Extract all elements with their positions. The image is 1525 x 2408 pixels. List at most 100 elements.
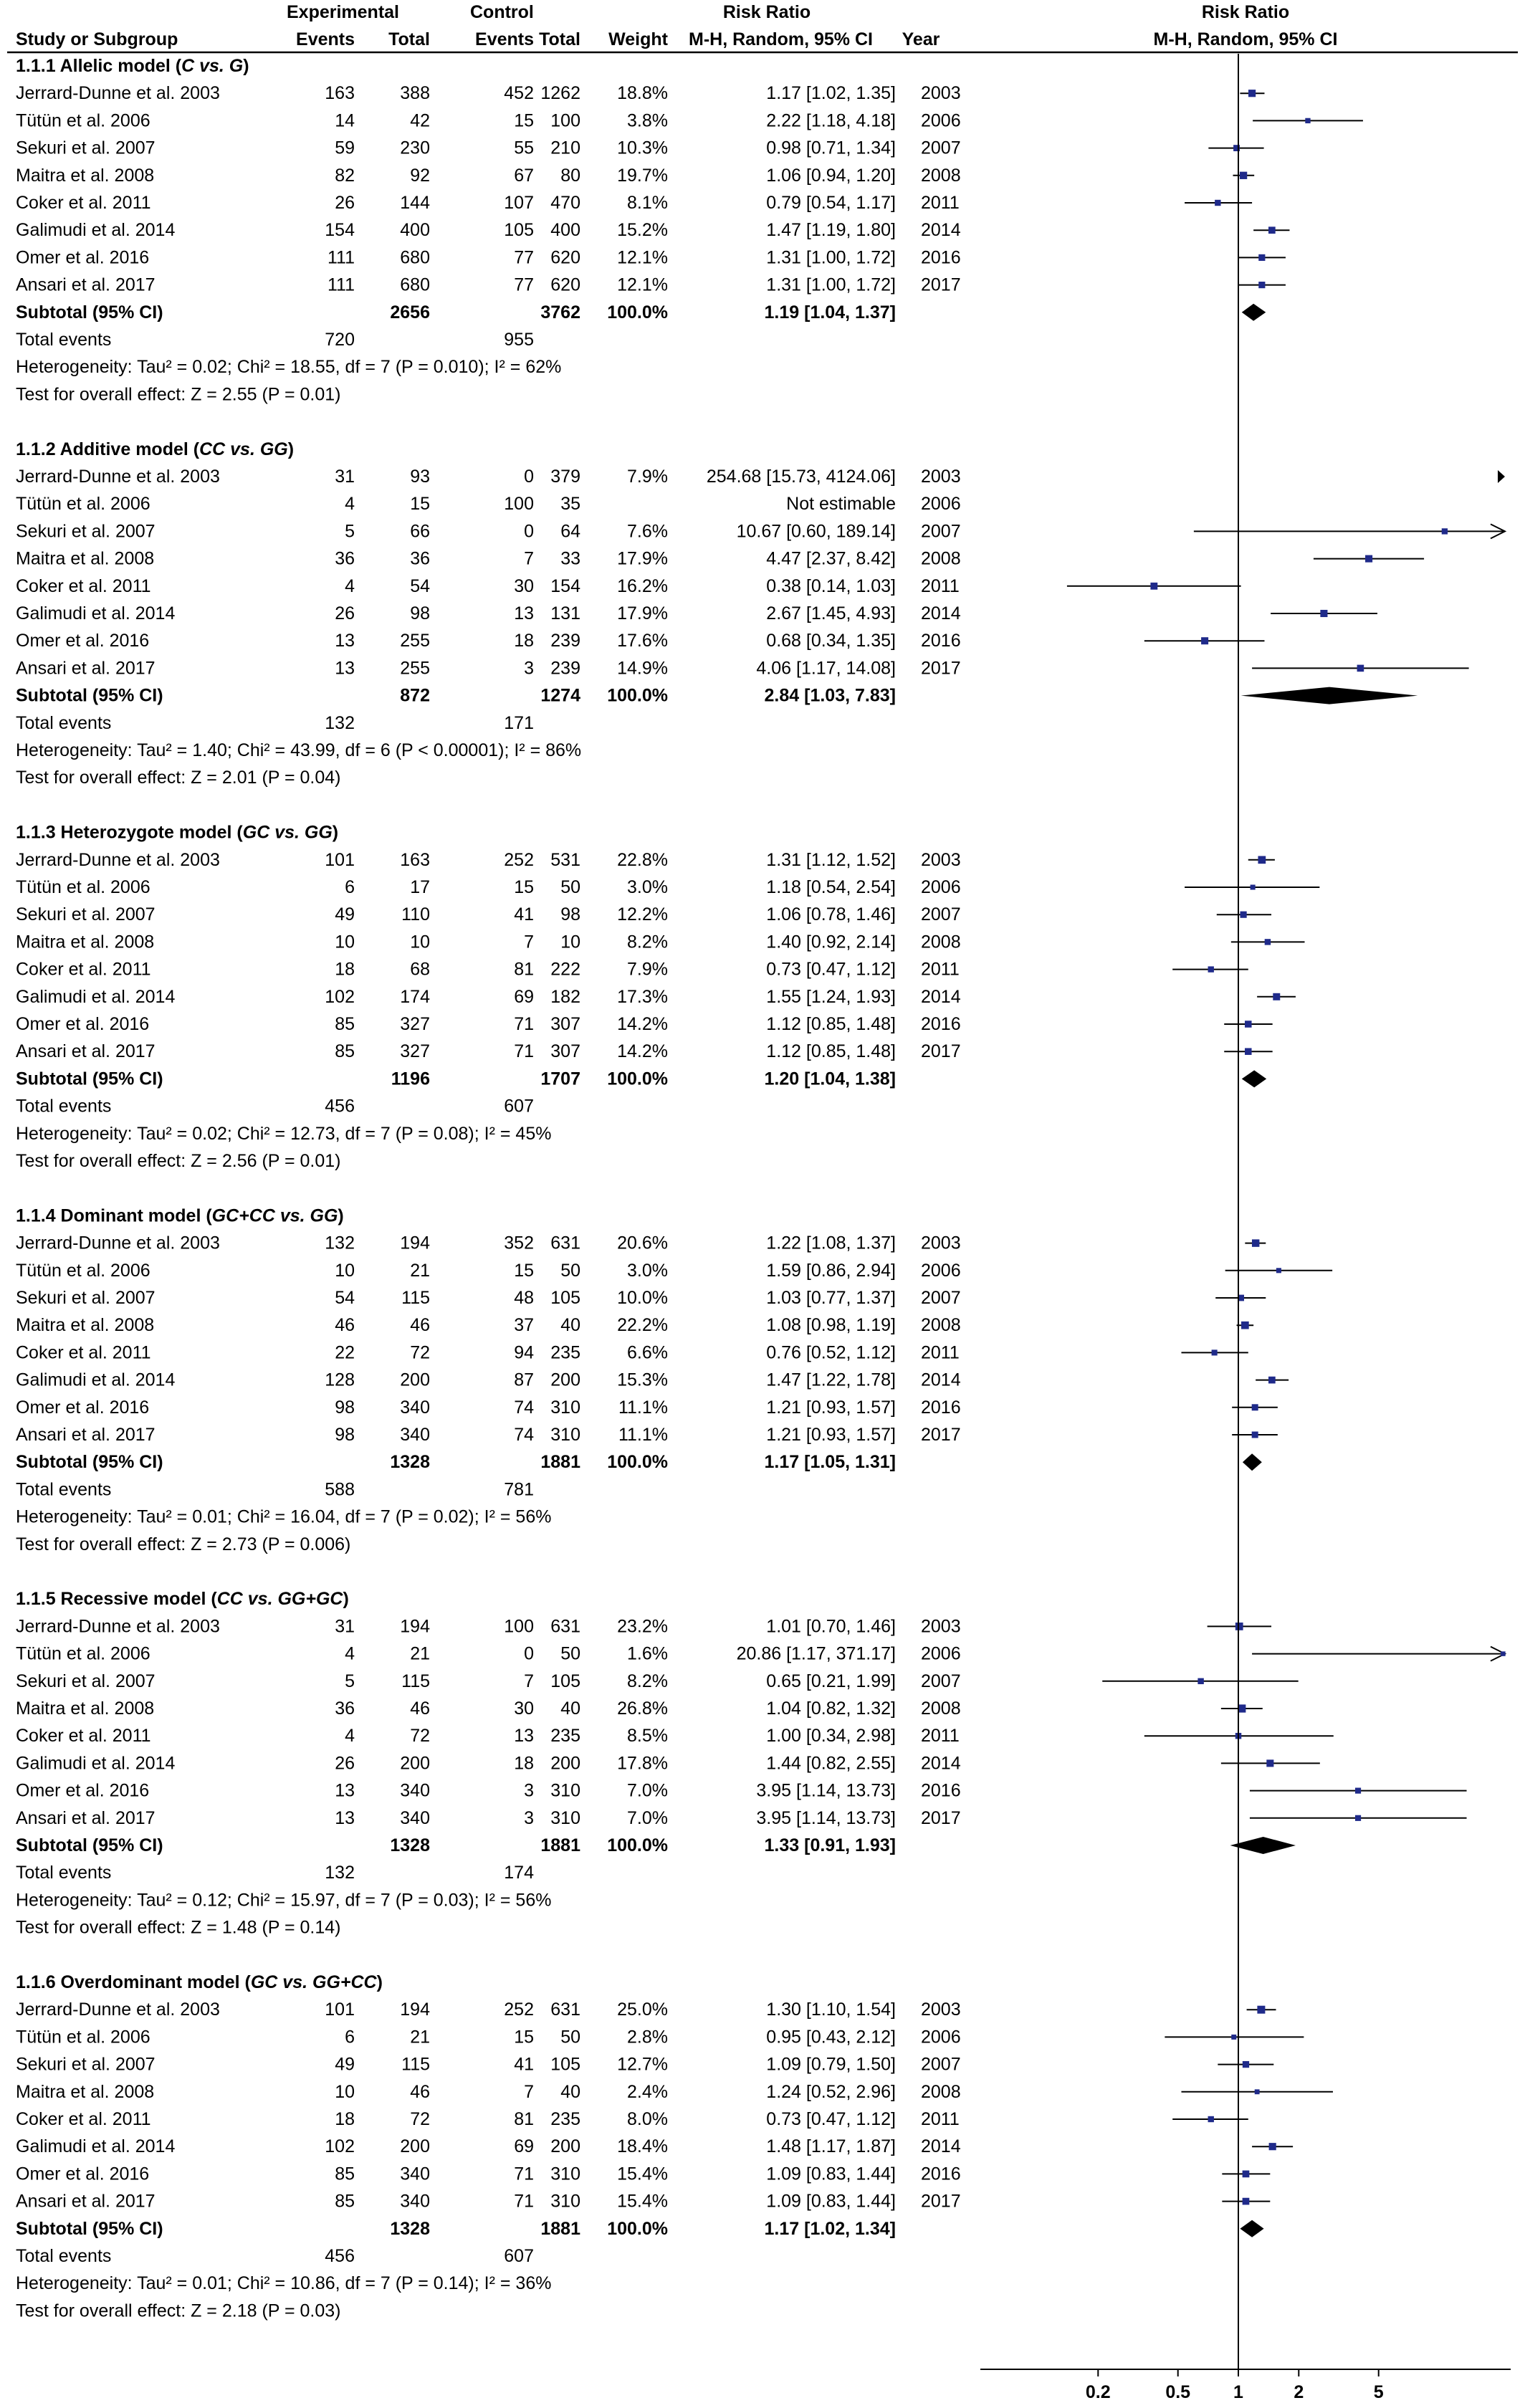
year: 2011 — [921, 960, 960, 980]
exp-events: 4 — [345, 1726, 355, 1746]
subgroup-title: 1.1.5 Recessive model (CC vs. GG+GC) — [16, 1589, 349, 1609]
study-row: Maitra et al. 2008 10 10 7 10 8.2% 1.40 [0.92,… — [16, 932, 961, 952]
subtotal-weight: 100.0% — [607, 686, 668, 706]
x-tick-label: 0.2 — [1086, 2382, 1111, 2402]
exp-total: 340 — [400, 1781, 430, 1801]
exp-events: 54 — [335, 1288, 355, 1308]
exp-events: 163 — [325, 83, 355, 103]
exp-total: 54 — [410, 576, 430, 596]
ctl-events: 74 — [514, 1398, 534, 1418]
study-name: Jerrard-Dunne et al. 2003 — [16, 2000, 220, 2020]
ci-mark — [1240, 90, 1265, 97]
point-estimate — [1258, 254, 1266, 261]
weight: 7.9% — [627, 960, 668, 980]
ctl-total: 105 — [550, 1671, 580, 1691]
ctl-events: 71 — [514, 2192, 534, 2212]
ctl-events: 81 — [514, 2109, 534, 2129]
year: 2016 — [921, 1398, 961, 1418]
ci-mark — [1181, 1349, 1248, 1356]
ctl-events: 87 — [514, 1370, 534, 1390]
weight: 18.8% — [617, 83, 668, 103]
ctl-total: 210 — [550, 138, 580, 158]
point-estimate — [1268, 2143, 1276, 2151]
subtotal-ctl-total: 1274 — [540, 686, 580, 706]
risk-ratio-ci: 1.40 [0.92, 2.14] — [766, 932, 896, 952]
weight: 22.2% — [617, 1315, 668, 1335]
year: 2016 — [921, 1014, 961, 1034]
risk-ratio-ci: 1.18 [0.54, 2.54] — [766, 877, 896, 897]
subtotal-row: Subtotal (95% CI) 1328 1881 100.0% 1.33 [0.9… — [16, 1835, 896, 1855]
heterogeneity-text: Heterogeneity: Tau² = 0.01; Chi² = 16.04… — [16, 1507, 551, 1527]
point-estimate — [1233, 145, 1240, 152]
weight: 17.9% — [617, 549, 668, 569]
weight: 17.3% — [617, 987, 668, 1007]
study-name: Sekuri et al. 2007 — [16, 904, 156, 924]
subgroup-model-name: C vs. G — [181, 56, 243, 76]
weight: 15.4% — [617, 2192, 668, 2212]
ctl-events: 71 — [514, 2164, 534, 2184]
subgroup-title-text: 1.1.3 Heterozygote model ( — [16, 823, 243, 843]
exp-total: 230 — [400, 138, 430, 158]
ctl-events: 452 — [504, 83, 534, 103]
study-name: Ansari et al. 2017 — [16, 1808, 156, 1828]
subtotal-label: Subtotal (95% CI) — [16, 1835, 163, 1855]
exp-total: 21 — [410, 2027, 430, 2047]
study-name: Sekuri et al. 2007 — [16, 1671, 156, 1691]
risk-ratio-ci: 1.30 [1.10, 1.54] — [766, 2000, 896, 2020]
risk-ratio-ci: 3.95 [1.14, 13.73] — [756, 1781, 896, 1801]
total-events-exp: 588 — [325, 1479, 355, 1499]
subtotal-label: Subtotal (95% CI) — [16, 1452, 163, 1472]
subgroup-title-close: ) — [288, 439, 294, 459]
point-estimate — [1251, 1431, 1258, 1438]
study-name: Sekuri et al. 2007 — [16, 1288, 156, 1308]
ci-mark — [1249, 1787, 1467, 1794]
total-events-ctl: 171 — [504, 713, 534, 733]
year: 2006 — [921, 1261, 961, 1281]
study-row: Tütün et al. 2006 6 17 15 50 3.0% 1.18 [0.54, … — [16, 877, 961, 897]
study-row: Maitra et al. 2008 82 92 67 80 19.7% 1.06 [0.9… — [16, 166, 961, 186]
risk-ratio-ci: 1.44 [0.82, 2.55] — [766, 1753, 896, 1773]
method-plot-header: M-H, Random, 95% CI — [1154, 29, 1338, 49]
risk-ratio-ci: 1.12 [0.85, 1.48] — [766, 1041, 896, 1061]
total-events-ctl: 607 — [504, 2246, 534, 2266]
ctl-events: 41 — [514, 2055, 534, 2075]
exp-events: 111 — [328, 247, 355, 267]
subtotal-row: Subtotal (95% CI) 2656 3762 100.0% 1.19 [1.0… — [16, 302, 896, 322]
point-estimate — [1264, 939, 1271, 945]
risk-ratio-ci: 1.47 [1.19, 1.80] — [766, 220, 896, 240]
study-row: Jerrard-Dunne et al. 2003 101 194 252 631 25.… — [16, 2000, 961, 2020]
weight: 12.7% — [617, 2055, 668, 2075]
overall-effect-text: Test for overall effect: Z = 2.55 (P = 0… — [16, 384, 340, 404]
weight: 19.7% — [617, 166, 668, 186]
exp-events: 85 — [335, 1014, 355, 1034]
total-events-label: Total events — [16, 713, 111, 733]
weight: 3.0% — [627, 1261, 668, 1281]
study-row: Galimudi et al. 2014 26 200 18 200 17.8% 1.44 … — [16, 1753, 961, 1773]
subgroup-title-close: ) — [338, 1205, 343, 1226]
ci-mark — [1225, 1268, 1333, 1274]
heterogeneity-text: Heterogeneity: Tau² = 0.01; Chi² = 10.86… — [16, 2273, 551, 2293]
ctl-events: 100 — [504, 1616, 534, 1636]
point-estimate — [1248, 90, 1256, 97]
study-name: Omer et al. 2016 — [16, 1398, 149, 1418]
subtotal-diamond — [1241, 303, 1266, 321]
point-estimate — [1239, 171, 1248, 179]
x-tick-label: 1 — [1233, 2382, 1243, 2402]
experimental-header: Experimental — [287, 2, 399, 22]
point-estimate — [1365, 555, 1373, 563]
year: 2003 — [921, 2000, 961, 2020]
ctl-total: 98 — [560, 904, 580, 924]
subgroup-title-text: 1.1.5 Recessive model ( — [16, 1589, 217, 1609]
ci-mark — [1172, 966, 1248, 973]
total-events-exp: 456 — [325, 2246, 355, 2266]
exp-events: 10 — [335, 932, 355, 952]
risk-ratio-ci: 4.47 [2.37, 8.42] — [766, 549, 896, 569]
ctl-total: 131 — [550, 603, 580, 624]
subgroup: 1.1.3 Heterozygote model (GC vs. GG) Jerr… — [16, 823, 961, 1171]
ci-mark — [1248, 856, 1275, 864]
risk-ratio-ci: 4.06 [1.17, 14.08] — [756, 658, 896, 678]
subgroup: 1.1.6 Overdominant model (GC vs. GG+CC) J… — [16, 1972, 961, 2321]
study-name: Tütün et al. 2006 — [16, 110, 150, 130]
ctl-events: 100 — [504, 494, 534, 514]
ctl-total: 10 — [560, 932, 580, 952]
